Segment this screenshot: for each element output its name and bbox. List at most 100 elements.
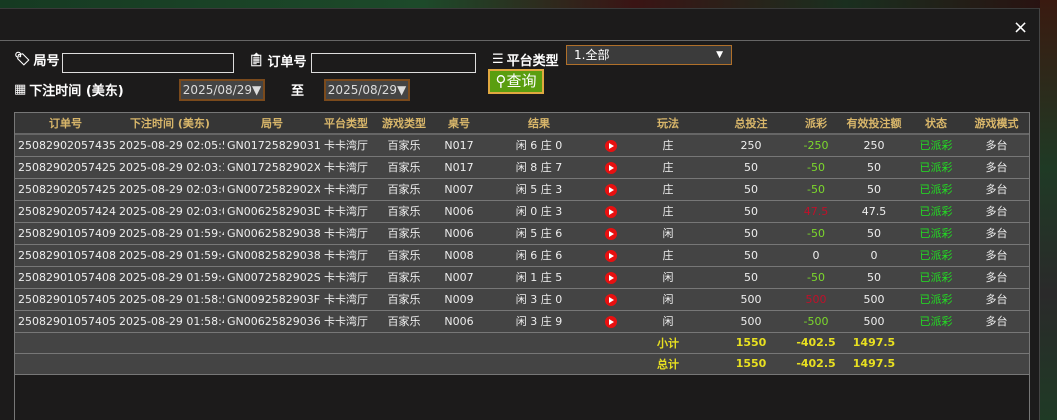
play-video-icon[interactable]: [605, 249, 617, 262]
platform: 卡卡湾厅: [320, 222, 372, 245]
column-header[interactable]: 状态: [908, 113, 964, 135]
game-mode: 多台: [964, 156, 1029, 179]
result: 闲 3 庄 9: [482, 310, 596, 333]
status: 已派彩: [908, 266, 964, 289]
column-header[interactable]: 总投注: [710, 113, 792, 135]
platform: 卡卡湾厅: [320, 266, 372, 289]
table-no: N009: [436, 288, 482, 311]
valid-bet: 500: [840, 310, 908, 333]
payout: -50: [792, 222, 840, 245]
column-header[interactable]: 玩法: [626, 113, 710, 135]
table-no: N006: [436, 222, 482, 245]
total-bet: 50: [710, 178, 792, 201]
order-id: 250829020574249: [15, 200, 116, 223]
game-mode: 多台: [964, 310, 1029, 333]
round-input[interactable]: [62, 53, 234, 73]
valid-bet: 47.5: [840, 200, 908, 223]
result: 闲 8 庄 7: [482, 156, 596, 179]
payout: -50: [792, 156, 840, 179]
subtotal-valid-bet: 1497.5: [840, 332, 908, 354]
status: 已派彩: [908, 134, 964, 157]
column-header[interactable]: 平台类型: [320, 113, 372, 135]
table-no: N017: [436, 134, 482, 157]
payout: -250: [792, 134, 840, 157]
column-header[interactable]: 有效投注额: [840, 113, 908, 135]
divider: [0, 40, 1030, 41]
play-video-icon[interactable]: [605, 183, 617, 196]
round-id: GN01725829031: [224, 134, 320, 157]
column-header[interactable]: 桌号: [436, 113, 482, 135]
tag-icon: 🏷︎: [14, 52, 31, 67]
payout: 500: [792, 288, 840, 311]
round-id: GN0092582903F: [224, 288, 320, 311]
order-id: 250829020574253: [15, 178, 116, 201]
subtotal-payout: -402.5: [792, 332, 840, 354]
query-button[interactable]: ⚲查询: [488, 69, 544, 94]
round-id: GN0072582902X: [224, 178, 320, 201]
bet-time: 2025-08-29 01:59:44: [116, 244, 224, 267]
game-type: 百家乐: [372, 310, 436, 333]
payout: -500: [792, 310, 840, 333]
replay-cell: [596, 288, 626, 311]
game-type: 百家乐: [372, 156, 436, 179]
total-bet: 50: [710, 244, 792, 267]
order-input[interactable]: [311, 53, 476, 73]
date-to-picker[interactable]: 2025/08/29▼: [324, 79, 410, 101]
platform-select[interactable]: 1.全部 ▼: [566, 45, 732, 65]
total-valid-bet: 1497.5: [840, 353, 908, 375]
date-from-picker[interactable]: 2025/08/29▼: [179, 79, 265, 101]
game-mode: 多台: [964, 288, 1029, 311]
round-id: GN0062582903D: [224, 200, 320, 223]
play-video-icon[interactable]: [605, 315, 617, 328]
column-header[interactable]: 局号: [224, 113, 320, 135]
table-no: N006: [436, 200, 482, 223]
game-type: 百家乐: [372, 178, 436, 201]
play-type: 庄: [626, 156, 710, 179]
valid-bet: 250: [840, 134, 908, 157]
game-mode: 多台: [964, 134, 1029, 157]
column-header[interactable]: 派彩: [792, 113, 840, 135]
round-id: GN00625829036: [224, 310, 320, 333]
play-video-icon[interactable]: [605, 271, 617, 284]
platform: 卡卡湾厅: [320, 200, 372, 223]
round-id: GN0172582902X: [224, 156, 320, 179]
valid-bet: 50: [840, 178, 908, 201]
play-type: 闲: [626, 288, 710, 311]
platform-label: ☰ 平台类型: [492, 52, 559, 69]
table-no: N008: [436, 244, 482, 267]
game-mode: 多台: [964, 200, 1029, 223]
play-video-icon[interactable]: [605, 293, 617, 306]
order-id: 250829020574357: [15, 134, 116, 157]
round-label: 🏷︎ 局号: [14, 52, 60, 69]
table-no: N007: [436, 266, 482, 289]
replay-cell: [596, 266, 626, 289]
replay-cell: [596, 222, 626, 245]
close-button[interactable]: ×: [1013, 17, 1029, 38]
platform: 卡卡湾厅: [320, 288, 372, 311]
result: 闲 0 庄 3: [482, 200, 596, 223]
column-header[interactable]: [596, 113, 626, 135]
payout: -50: [792, 178, 840, 201]
order-id: 250829010574052: [15, 288, 116, 311]
game-mode: 多台: [964, 222, 1029, 245]
column-header[interactable]: 游戏类型: [372, 113, 436, 135]
empty-cell: [15, 353, 626, 375]
column-header[interactable]: 游戏模式: [964, 113, 1029, 135]
empty-cell: [15, 332, 626, 354]
round-id: GN0072582902S: [224, 266, 320, 289]
order-id: 250829010574080: [15, 266, 116, 289]
play-video-icon[interactable]: [605, 139, 617, 152]
play-video-icon[interactable]: [605, 161, 617, 174]
clipboard-icon: 📋︎: [248, 53, 265, 68]
play-video-icon[interactable]: [605, 227, 617, 240]
total-bet: 500: [710, 310, 792, 333]
to-label: 至: [291, 84, 305, 99]
column-header[interactable]: 订单号: [15, 113, 116, 135]
column-header[interactable]: 结果: [482, 113, 596, 135]
status: 已派彩: [908, 310, 964, 333]
column-header[interactable]: 下注时间 (美东): [116, 113, 224, 135]
play-type: 闲: [626, 310, 710, 333]
play-video-icon[interactable]: [605, 205, 617, 218]
